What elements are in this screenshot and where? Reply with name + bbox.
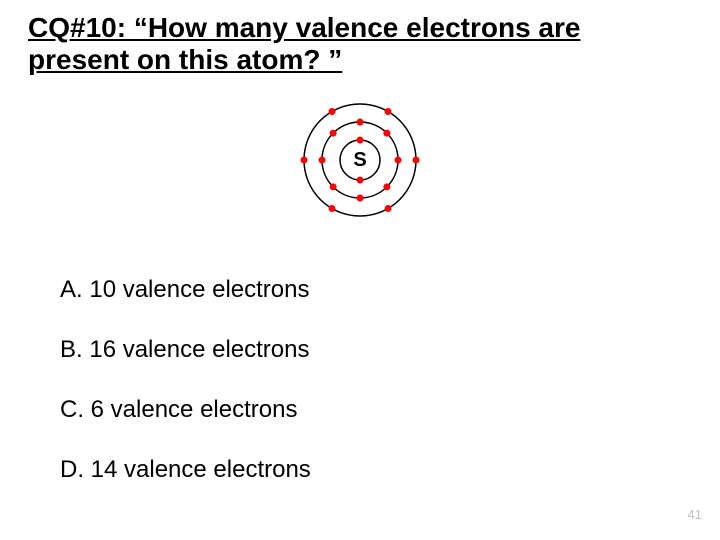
atom-svg: S	[280, 90, 440, 230]
question-title: CQ#10: “How many valence electrons are p…	[28, 12, 688, 76]
answer-options: A. 10 valence electrons B. 16 valence el…	[60, 276, 311, 516]
option-b: B. 16 valence electrons	[60, 336, 311, 364]
slide: CQ#10: “How many valence electrons are p…	[0, 0, 720, 540]
svg-text:S: S	[353, 149, 366, 171]
page-number: 41	[688, 507, 702, 522]
option-c: C. 6 valence electrons	[60, 396, 311, 424]
option-a: A. 10 valence electrons	[60, 276, 311, 304]
option-d: D. 14 valence electrons	[60, 456, 311, 484]
atom-diagram: S	[280, 90, 440, 230]
